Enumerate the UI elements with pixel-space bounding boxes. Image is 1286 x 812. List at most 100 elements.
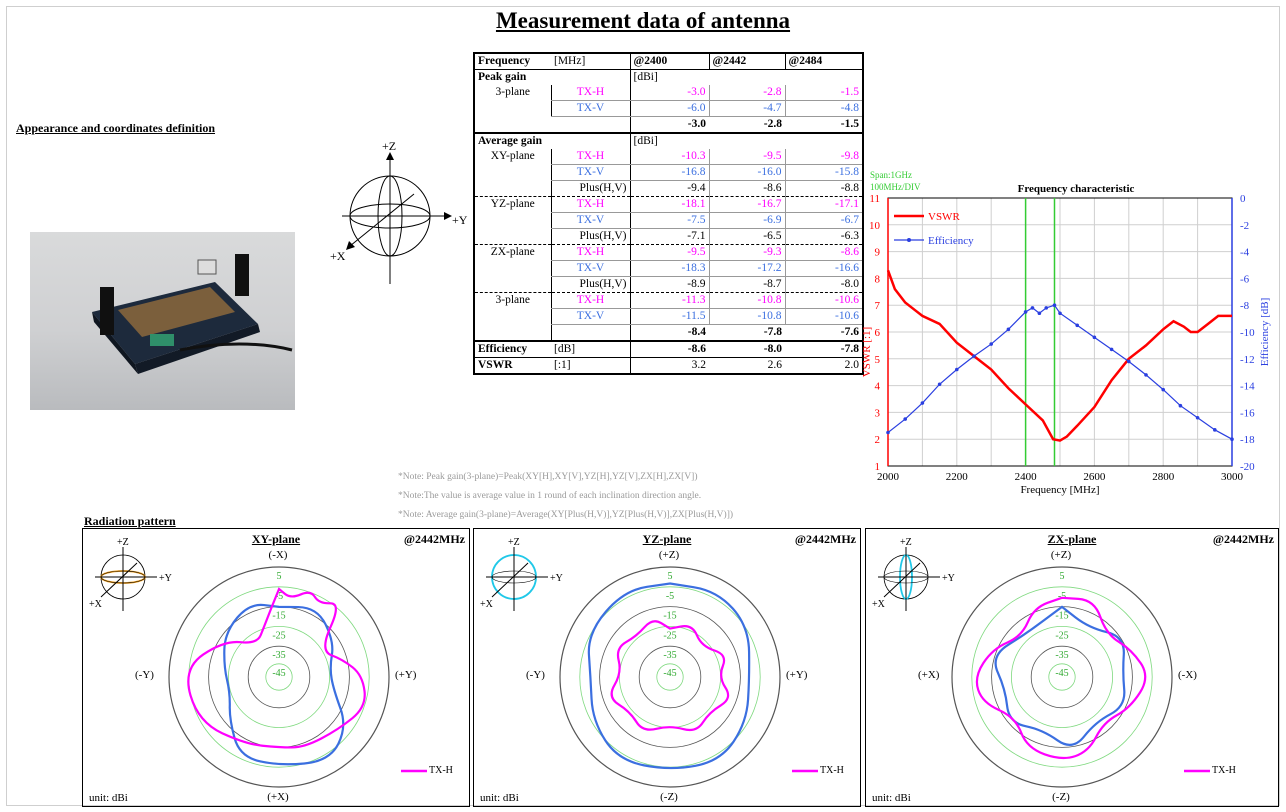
three-plane-label: 3-plane [473,292,551,342]
cell: -17.1 [784,196,864,214]
ring-label: -5 [275,591,283,602]
efficiency-point [1030,306,1035,310]
cell: 3.2 [629,357,709,375]
note-3: *Note: Average gain(3-plane)=Average(XY[… [398,510,734,520]
mini-label-x: +X [89,599,103,610]
table-row: TX-V -6.0 -4.7 -4.8 [474,100,864,118]
efficiency-point [1037,311,1042,316]
polar-ring [1010,626,1113,728]
dir-left: (-Y) [135,669,154,681]
plus-label: Plus(H,V) [550,228,630,245]
mini-x-axis [100,562,138,598]
dir-bottom: (-Z) [660,791,678,803]
ring-label: -35 [663,650,676,661]
y-right-tick-label: -14 [1240,381,1255,393]
y-right-tick-label: -4 [1240,247,1250,259]
table-row: ZX-plane TX-H -9.5 -9.3 -8.6 [473,244,864,294]
y-left-tick-label: 8 [875,273,881,285]
vswr-unit: [:1] [554,359,571,372]
y-right-tick-label: -18 [1240,434,1255,446]
cell: -8.4 [629,324,709,342]
cell: -2.8 [763,118,782,131]
cell: -8.7 [708,276,785,293]
efficiency-label: Efficiency [473,341,551,358]
cell: -9.5 [629,244,709,262]
ring-label: -15 [663,611,676,622]
cell: -4.7 [708,100,785,118]
peak-gain-label: Peak gain [473,69,630,86]
polar-ring [599,606,741,748]
span-annotation: Span:1GHz [870,170,912,180]
polar-ring [951,566,1173,788]
cell: -8.0 [784,276,864,293]
polar-ring [265,663,293,691]
freq-col-2: @2442 [708,53,785,70]
polar-plot-zx: 5 -5 -15 -25 -35 -45 +Z +Y +X [872,537,1210,788]
table-row: TX-V -16.8 -16.0 -15.8 [474,164,864,182]
polar-ring [638,645,702,709]
efficiency-point [937,382,942,387]
panel-title: ZX-plane [1047,532,1097,546]
efficiency-point [989,342,993,346]
y-left-tick-label: 4 [875,381,881,393]
panel-title: XY-plane [251,532,301,546]
cell: -7.8 [763,326,782,339]
mini-label-z: +Z [900,537,912,548]
cell: -1.5 [785,116,864,134]
table-row: -3.0 -2.8 -1.5 [473,116,864,134]
cell: -11.5 [629,308,709,326]
efficiency-point [1178,403,1183,408]
tx-v-label: TX-V [550,212,630,230]
tx-h-label: TX-H [550,292,630,310]
pattern-tx-h [975,596,1147,760]
y-left-tick-label: 9 [875,247,881,259]
tx-h-label: TX-H [550,85,630,102]
cell: -8.6 [708,180,785,197]
axis-plus-x: +X [330,249,346,263]
cell: -8.8 [784,180,864,197]
ring-label: 5 [668,571,673,582]
dir-top: (+Z) [1050,549,1072,561]
antenna-board-image [92,254,293,374]
panel-xy: XY-plane @2442MHz 5 -5 -15 -25 -35 -45 +Z +Y +X … [82,528,470,807]
x-tick-label: 3000 [1221,471,1244,483]
table-row: Plus(H,V) -9.4 -8.6 -8.8 [474,180,864,197]
y-left-tick-label: 2 [875,434,881,446]
efficiency-point [955,367,959,372]
cell: -6.3 [784,228,864,245]
cell: -3.0 [629,116,709,134]
ring-label: -25 [272,630,285,641]
efficiency-point [1044,306,1049,310]
peak-plane-label: 3-plane [473,85,551,117]
page-frame [6,6,1280,806]
cell: -9.3 [708,244,785,262]
polar-ring [656,663,684,691]
polar-ring [971,586,1153,768]
tx-v-label: TX-V [550,100,630,118]
x-tick-label: 2400 [1015,471,1038,483]
polar-ring [227,626,330,728]
mini-label-x: +X [480,599,494,610]
cell: -9.5 [708,149,785,166]
efficiency-point [1023,310,1028,314]
table-row: Plus(H,V) -8.9 -8.7 -8.0 [474,276,864,293]
cell: -4.8 [784,100,864,118]
unit-label: unit: dBi [89,792,128,804]
efficiency-point [1006,327,1011,332]
y-left-tick-label: 11 [869,193,880,205]
efficiency-point [1213,428,1217,432]
ring-label: -15 [1055,611,1068,622]
cell: -16.7 [708,196,785,214]
chart-title: Frequency characteristic [1018,183,1135,195]
table-header-row: Frequency [MHz] @2400 @2442 @2484 [473,53,864,70]
series-line-efficiency [887,304,1233,440]
tx-v-label: TX-V [550,308,630,326]
efficiency-point [1109,347,1114,352]
x-tick-label: 2600 [1083,471,1106,483]
cell: -8.6 [784,244,864,262]
div-annotation: 100MHz/DIV [870,182,921,192]
ring-label: -5 [1058,591,1066,602]
tx-v-label: TX-V [550,260,630,278]
y-left-tick-label: 7 [875,300,881,312]
table-row: Efficiency [dB] -8.6 -8.0 -7.8 [473,341,864,358]
